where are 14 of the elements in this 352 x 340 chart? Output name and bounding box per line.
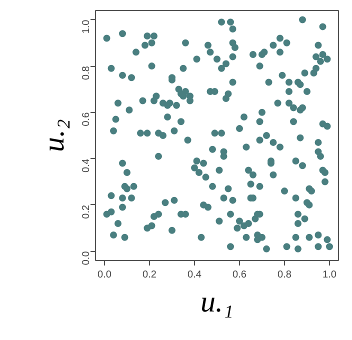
x-axis-title: u.₁ xyxy=(200,286,234,318)
y-tick-label: 0.6 xyxy=(81,112,92,126)
x-tick-label: 0.8 xyxy=(278,270,292,280)
x-tick-label: 0.0 xyxy=(98,270,112,280)
x-tick-label: 0.6 xyxy=(232,270,247,280)
x-tick-label: 0.4 xyxy=(188,270,202,280)
y-tick-label: 0.8 xyxy=(81,66,92,80)
y-tick-label: 0.4 xyxy=(81,158,92,173)
x-tick-label: 1.0 xyxy=(322,270,337,280)
y-axis-title: u.₂ xyxy=(38,119,70,152)
y-tick-label: 0.0 xyxy=(81,250,92,266)
y-tick-label: 1.0 xyxy=(81,19,92,34)
x-tick-label: 0.2 xyxy=(142,270,157,280)
y-tick-label: 0.2 xyxy=(81,204,92,219)
